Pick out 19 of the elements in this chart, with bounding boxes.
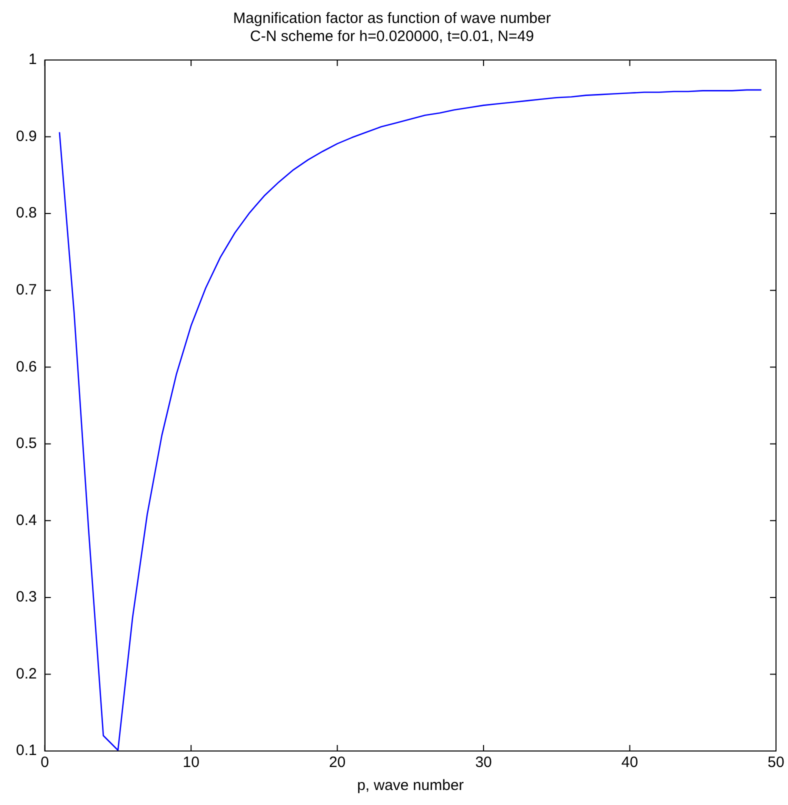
y-tick-label: 0.4 <box>16 512 37 529</box>
x-tick-label: 0 <box>40 754 50 772</box>
x-tick-label: 50 <box>768 754 784 772</box>
y-tick-label: 1 <box>28 51 37 68</box>
chart-subtitle: C-N scheme for h=0.020000, t=0.01, N=49 <box>250 28 534 46</box>
y-tick-label: 0.1 <box>16 742 37 760</box>
x-axis-title: p, wave number <box>357 777 464 794</box>
x-tick-label: 20 <box>328 754 346 772</box>
y-tick-label: 0.3 <box>16 588 37 606</box>
y-tick-label: 0.2 <box>16 665 37 682</box>
y-tick-label: 0.7 <box>16 281 37 298</box>
x-tick-label: 30 <box>475 754 492 772</box>
y-tick-label: 0.8 <box>16 204 37 222</box>
x-tick-label: 40 <box>621 754 638 772</box>
y-tick-label: 0.9 <box>16 128 37 145</box>
chart-title: Magnification factor as function of wave number <box>233 10 551 28</box>
y-tick-label: 0.6 <box>16 358 37 376</box>
y-tick-label: 0.5 <box>16 435 37 452</box>
x-tick-label: 10 <box>182 754 200 772</box>
